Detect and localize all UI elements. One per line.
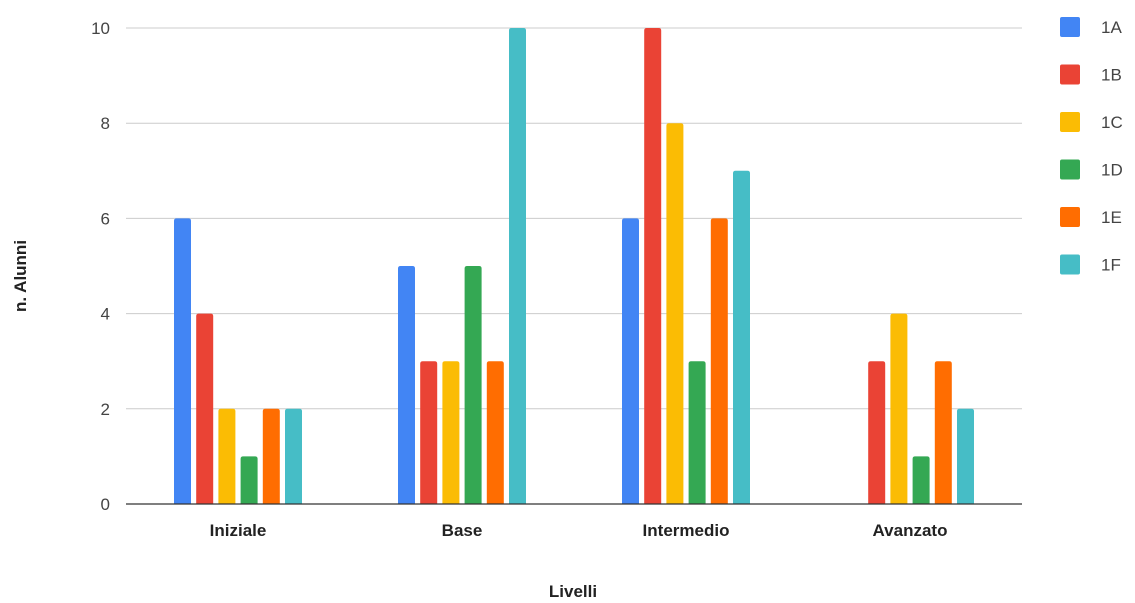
bar-1F-Iniziale: [285, 408, 302, 504]
bar-1F-Avanzato: [957, 408, 974, 504]
bar-1C-Base: [442, 361, 460, 504]
bar-1F-Base: [509, 28, 526, 504]
bar-1C-Iniziale: [218, 408, 236, 504]
legend-label: 1F: [1101, 256, 1121, 275]
y-axis-title: n. Alunni: [11, 240, 30, 312]
bar-1C-Avanzato: [890, 313, 908, 504]
legend-label: 1B: [1101, 66, 1122, 85]
bar-1B-Avanzato: [868, 361, 886, 504]
legend-label: 1A: [1101, 18, 1122, 37]
y-tick-label: 4: [101, 305, 110, 324]
legend-swatch-1F: [1060, 254, 1080, 275]
y-tick-label: 2: [101, 400, 110, 419]
x-axis-title: Livelli: [549, 582, 597, 601]
bar-1B-Intermedio: [644, 28, 662, 504]
legend-swatch-1B: [1060, 64, 1080, 85]
bar-1D-Intermedio: [688, 361, 706, 504]
bar-1A-Iniziale: [174, 218, 191, 504]
x-tick-label: Intermedio: [643, 521, 730, 540]
bar-1A-Intermedio: [622, 218, 639, 504]
legend-label: 1C: [1101, 113, 1123, 132]
bar-1D-Iniziale: [240, 456, 258, 504]
axes: 0 2 4 6 8 10 Iniziale Base Intermedio Avanzato: [91, 19, 1022, 540]
x-tick-label: Avanzato: [873, 521, 948, 540]
y-tick-label: 6: [101, 209, 110, 228]
bar-1F-Intermedio: [733, 170, 750, 505]
y-tick-label: 0: [101, 495, 110, 514]
legend-swatch-1A: [1060, 17, 1080, 37]
bar-1E-Intermedio: [710, 218, 728, 504]
legend: 1A 1B 1C 1D 1E 1F: [1060, 17, 1123, 275]
bar-1E-Base: [486, 361, 504, 504]
bars: [174, 28, 974, 505]
legend-label: 1E: [1101, 208, 1122, 227]
legend-label: 1D: [1101, 161, 1123, 180]
bar-1E-Iniziale: [262, 408, 280, 504]
bar-1D-Base: [464, 266, 482, 504]
bar-1E-Avanzato: [934, 361, 952, 504]
bar-1C-Intermedio: [666, 123, 684, 504]
bar-1B-Iniziale: [196, 313, 214, 504]
gridlines: [126, 27, 1022, 410]
y-tick-label: 8: [101, 114, 110, 133]
legend-swatch-1E: [1060, 207, 1080, 227]
x-tick-label: Base: [442, 521, 483, 540]
y-tick-label: 10: [91, 19, 110, 38]
bar-1B-Base: [420, 361, 438, 504]
bar-1A-Base: [398, 266, 415, 504]
legend-swatch-1D: [1060, 159, 1080, 180]
bar-1D-Avanzato: [912, 456, 930, 504]
legend-swatch-1C: [1060, 112, 1080, 132]
x-tick-label: Iniziale: [210, 521, 267, 540]
